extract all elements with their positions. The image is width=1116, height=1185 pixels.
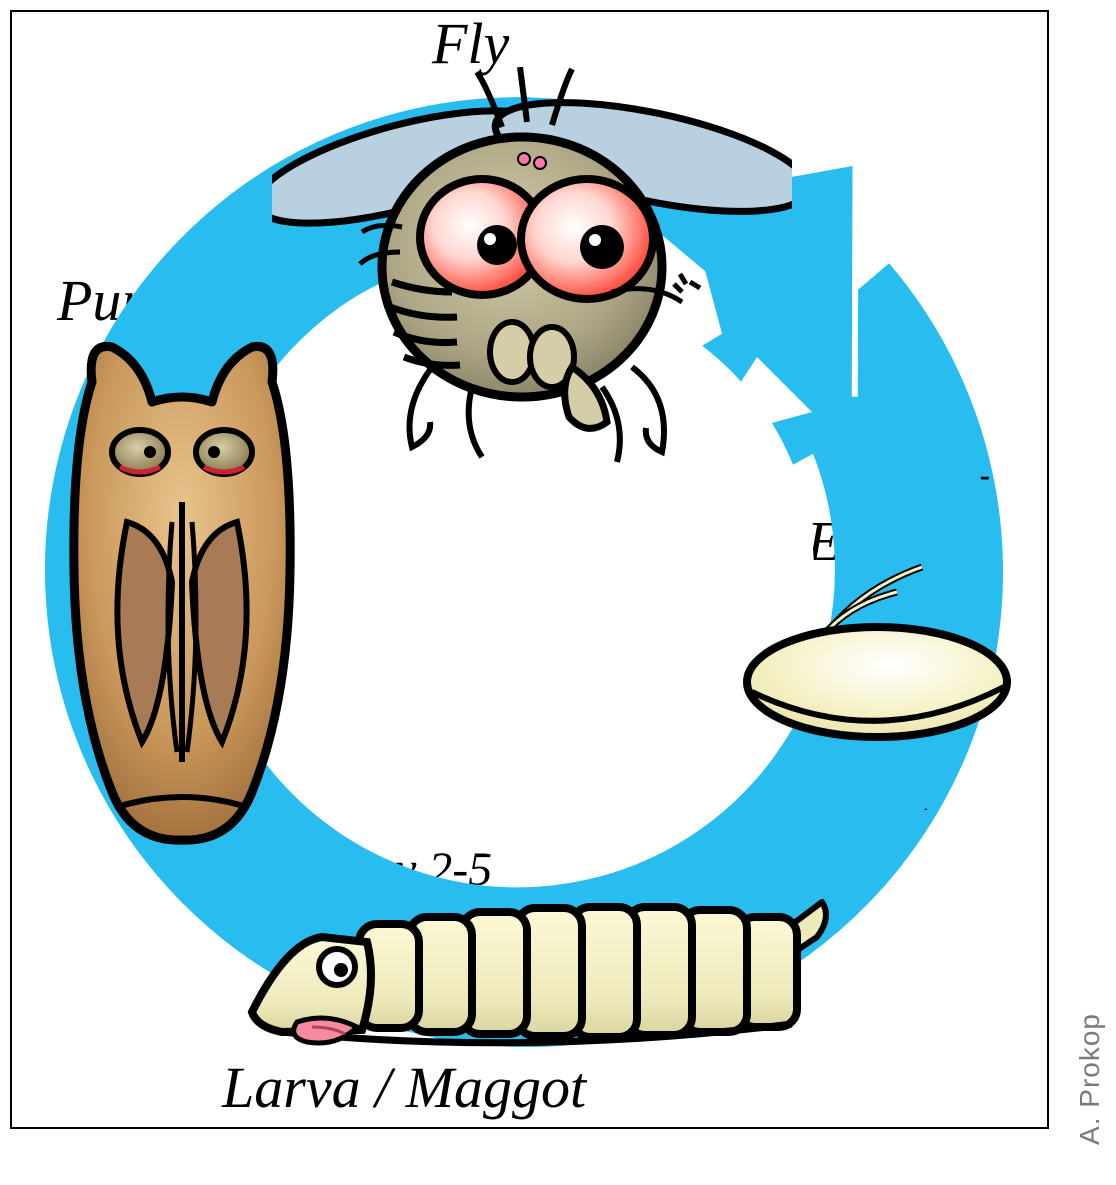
diagram-frame: Fly Pupa day 6-10 Egg + Embryo day 1 day… [10,10,1049,1129]
credit-text: A. Prokop [1074,1013,1106,1145]
fly-illustration [272,67,792,467]
larva-illustration [227,862,847,1082]
egg-illustration [722,552,1022,772]
